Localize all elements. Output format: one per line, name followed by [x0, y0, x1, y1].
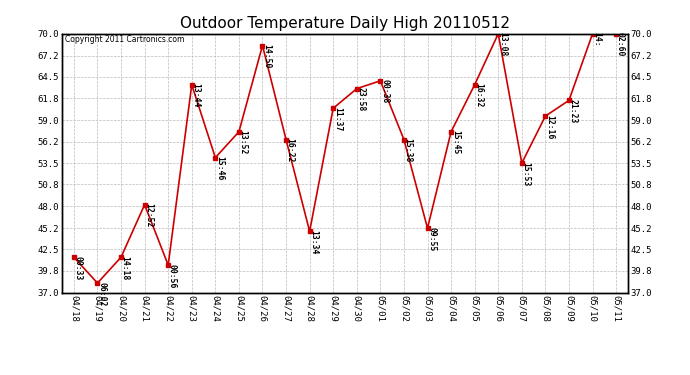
Text: 11:37: 11:37: [333, 107, 342, 131]
Text: 13:08: 13:08: [498, 32, 507, 57]
Text: 14:50: 14:50: [262, 44, 271, 69]
Text: 00:33: 00:33: [74, 256, 83, 280]
Text: 16:22: 16:22: [286, 138, 295, 163]
Text: 14:18: 14:18: [121, 256, 130, 280]
Text: 23:58: 23:58: [357, 87, 366, 112]
Text: 12:52: 12:52: [144, 203, 153, 228]
Text: 21:23: 21:23: [569, 99, 578, 123]
Text: 15:46: 15:46: [215, 156, 224, 181]
Text: Copyright 2011 Cartronics.com: Copyright 2011 Cartronics.com: [65, 35, 184, 44]
Text: 15:53: 15:53: [522, 162, 531, 186]
Text: 02:60: 02:60: [615, 32, 624, 57]
Text: 15:38: 15:38: [404, 138, 413, 163]
Text: 12:16: 12:16: [545, 115, 554, 139]
Text: 13:52: 13:52: [239, 130, 248, 155]
Text: 15:45: 15:45: [451, 130, 460, 155]
Text: 13:44: 13:44: [191, 83, 200, 108]
Text: 14:: 14:: [592, 32, 601, 47]
Text: 16:32: 16:32: [474, 83, 483, 108]
Text: 13:34: 13:34: [309, 230, 318, 254]
Title: Outdoor Temperature Daily High 20110512: Outdoor Temperature Daily High 20110512: [180, 16, 510, 31]
Text: 06:02: 06:02: [97, 282, 106, 306]
Text: 09:55: 09:55: [427, 227, 436, 251]
Text: 00:56: 00:56: [168, 264, 177, 288]
Text: 00:38: 00:38: [380, 80, 389, 104]
